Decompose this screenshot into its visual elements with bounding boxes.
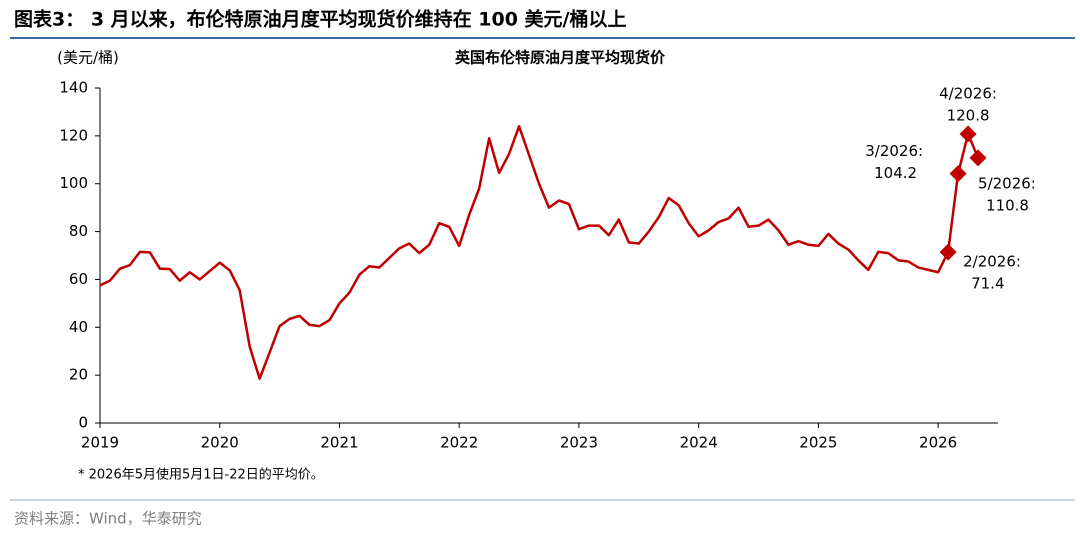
annotation-label: 4/2026: xyxy=(939,84,997,102)
annotation-value: 71.4 xyxy=(971,275,1004,293)
y-tick-label: 0 xyxy=(78,414,88,432)
x-tick-label: 2026 xyxy=(919,434,957,452)
annotation-value: 110.8 xyxy=(986,196,1029,214)
annotation-label: 5/2026: xyxy=(978,174,1036,192)
figure-title: 图表3： 3 月以来，布伦特原油月度平均现货价维持在 100 美元/桶以上 xyxy=(14,8,627,31)
y-tick-label: 80 xyxy=(69,222,88,240)
marker xyxy=(959,125,977,143)
annotation-label: 2/2026: xyxy=(963,253,1021,271)
source: 资料来源：Wind，华泰研究 xyxy=(14,510,202,528)
y-tick-label: 20 xyxy=(69,366,88,384)
y-tick-label: 120 xyxy=(59,126,88,144)
y-tick-label: 140 xyxy=(59,79,88,97)
y-axis-label: (美元/桶) xyxy=(57,49,119,67)
x-tick-label: 2022 xyxy=(440,434,478,452)
marker xyxy=(939,243,957,261)
x-tick-label: 2020 xyxy=(201,434,239,452)
x-tick-label: 2021 xyxy=(320,434,358,452)
annotation-value: 120.8 xyxy=(947,106,990,124)
note: * 2026年5月使用5月1日-22日的平均价。 xyxy=(78,467,324,483)
annotation-label: 3/2026: xyxy=(865,142,923,160)
x-tick-label: 2025 xyxy=(799,434,837,452)
x-tick-label: 2019 xyxy=(81,434,119,452)
y-tick-label: 60 xyxy=(69,270,88,288)
marker xyxy=(949,165,967,183)
annotation-value: 104.2 xyxy=(874,164,917,182)
line xyxy=(99,125,980,380)
x-tick-label: 2024 xyxy=(680,434,718,452)
x-tick-label: 2023 xyxy=(560,434,598,452)
chart-title: 英国布伦特原油月度平均现货价 xyxy=(455,49,666,67)
marker xyxy=(969,149,987,167)
y-tick-label: 40 xyxy=(69,318,88,336)
y-tick-label: 100 xyxy=(59,174,88,192)
